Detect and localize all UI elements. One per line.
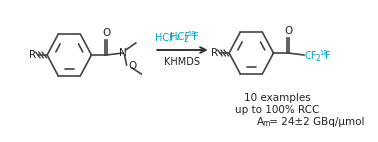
Text: 10 examples: 10 examples	[244, 93, 311, 103]
Text: KHMDS: KHMDS	[164, 57, 200, 67]
Text: up to 100% RCC: up to 100% RCC	[235, 105, 319, 115]
Text: m: m	[262, 120, 270, 129]
Text: 18: 18	[320, 50, 328, 56]
Text: O: O	[102, 28, 110, 38]
Text: F: F	[193, 32, 198, 42]
Text: = 24±2 GBq/μmol: = 24±2 GBq/μmol	[266, 117, 365, 127]
Text: O: O	[284, 26, 293, 36]
Text: R: R	[29, 50, 36, 60]
Text: N: N	[119, 48, 127, 58]
Text: 2: 2	[316, 54, 321, 62]
Text: 18: 18	[187, 31, 195, 37]
Text: HCF: HCF	[170, 32, 190, 42]
Text: R: R	[211, 48, 218, 58]
Text: F: F	[325, 51, 331, 61]
Text: HCF: HCF	[155, 33, 175, 43]
Text: A: A	[257, 117, 264, 127]
Text: CF: CF	[305, 51, 318, 61]
Text: O: O	[129, 61, 137, 71]
Text: 2: 2	[184, 35, 189, 43]
Text: $_2$: $_2$	[175, 33, 181, 43]
